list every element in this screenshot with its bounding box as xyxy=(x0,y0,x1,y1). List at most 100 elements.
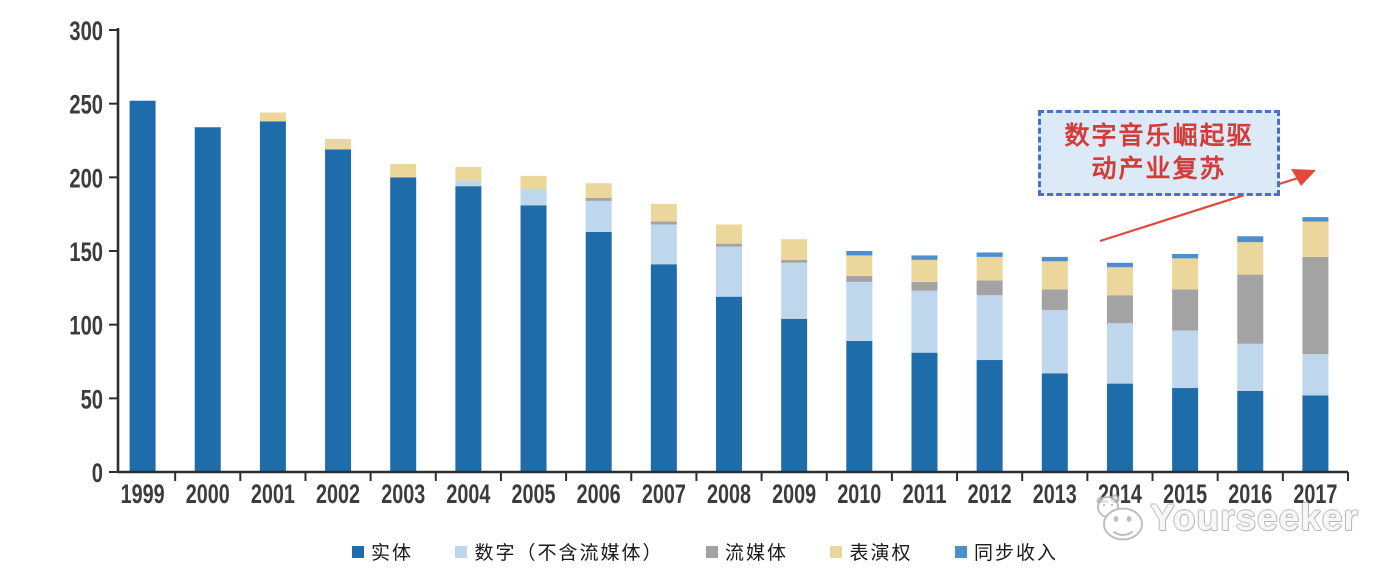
annotation-text-line1: 数字音乐崛起驱 xyxy=(1064,122,1254,150)
bar-segment-2009 xyxy=(781,239,808,260)
bar-segment-2016 xyxy=(1237,343,1264,391)
legend-label-physical: 实体 xyxy=(371,543,414,564)
x-axis-label: 1999 xyxy=(121,479,165,509)
bar-segment-2017 xyxy=(1302,256,1329,355)
bar-segment-2011 xyxy=(911,290,938,353)
bar-segment-2003 xyxy=(390,164,417,178)
chart-legend: 实体 数字（不含流媒体） 流媒体 表演权 同步收入 xyxy=(352,538,1058,565)
y-axis-label: 300 xyxy=(69,16,103,46)
bar-segment-2006 xyxy=(585,197,612,201)
bar-segment-2011 xyxy=(911,281,938,291)
bar-segment-2011 xyxy=(911,255,938,260)
bar-segment-2000 xyxy=(194,127,221,473)
bar-segment-2013 xyxy=(1041,373,1068,472)
bar-segment-2009 xyxy=(781,318,808,472)
bar-segment-2012 xyxy=(976,256,1003,281)
bar-segment-2012 xyxy=(976,280,1003,296)
legend-label-digital: 数字（不含流媒体） xyxy=(474,543,664,564)
bar-segment-2016 xyxy=(1237,242,1264,275)
y-axis-label: 250 xyxy=(69,90,103,120)
bar-segment-2004 xyxy=(455,180,482,187)
x-axis-label: 2000 xyxy=(186,479,230,509)
bar-segment-2009 xyxy=(781,262,808,319)
legend-swatch-digital xyxy=(455,545,468,558)
bar-segment-2015 xyxy=(1172,253,1199,259)
bar-segment-2010 xyxy=(846,251,873,256)
watermark-text: Yourseeker xyxy=(1150,497,1359,538)
legend-item-streaming: 流媒体 xyxy=(705,538,788,565)
x-axis-label: 2013 xyxy=(1033,479,1077,509)
bar-segment-2007 xyxy=(650,264,677,472)
x-axis-label: 2005 xyxy=(512,479,556,509)
legend-label-sync: 同步收入 xyxy=(973,543,1058,564)
legend-item-digital: 数字（不含流媒体） xyxy=(455,538,663,565)
bar-segment-2008 xyxy=(716,246,742,297)
bar-segment-2015 xyxy=(1172,330,1199,389)
legend-label-performance: 表演权 xyxy=(849,543,913,564)
x-axis-label: 2010 xyxy=(837,479,881,509)
legend-item-physical: 实体 xyxy=(352,538,413,565)
bar-segment-2001 xyxy=(259,112,286,122)
legend-swatch-streaming xyxy=(705,545,718,558)
bar-segment-2008 xyxy=(716,296,742,472)
bar-segment-2008 xyxy=(716,224,742,244)
x-axis-label: 2001 xyxy=(251,479,295,509)
legend-label-streaming: 流媒体 xyxy=(724,543,788,564)
x-axis-label: 2015 xyxy=(1163,479,1207,509)
bar-segment-2008 xyxy=(716,243,742,247)
bar-segment-2015 xyxy=(1172,289,1199,331)
bar-segment-2014 xyxy=(1106,262,1133,268)
x-axis-label: 2007 xyxy=(642,479,686,509)
bar-segment-2015 xyxy=(1172,388,1199,472)
x-axis-label: 2002 xyxy=(316,479,360,509)
annotation-text-line2: 动产业复苏 xyxy=(1091,155,1227,183)
bar-segment-2014 xyxy=(1106,267,1133,296)
bar-segment-2017 xyxy=(1302,217,1329,222)
bar-segment-2006 xyxy=(585,200,612,232)
legend-swatch-physical xyxy=(352,545,364,558)
bar-segment-2016 xyxy=(1237,236,1264,243)
legend-item-sync: 同步收入 xyxy=(954,538,1058,565)
bar-segment-2005 xyxy=(520,189,547,206)
bar-segment-2006 xyxy=(585,183,612,198)
bar-segment-2004 xyxy=(455,186,482,472)
annotation-arrow-head xyxy=(1291,169,1316,186)
bar-segment-2010 xyxy=(846,276,873,282)
bar-segment-2013 xyxy=(1041,256,1068,262)
bar-segment-2017 xyxy=(1302,395,1329,472)
bar-segment-1999 xyxy=(129,100,156,472)
bar-segment-2013 xyxy=(1041,309,1068,374)
legend-item-performance: 表演权 xyxy=(830,538,912,565)
bar-segment-2002 xyxy=(325,149,352,472)
watermark: Yourseeker xyxy=(1090,492,1359,544)
y-axis-label: 100 xyxy=(69,311,103,341)
x-axis-label: 2011 xyxy=(902,479,946,509)
bar-segment-2003 xyxy=(390,177,417,473)
x-axis-label: 2003 xyxy=(381,479,425,509)
x-axis-label: 2016 xyxy=(1228,479,1272,509)
bar-segment-2014 xyxy=(1106,383,1133,472)
bar-segment-2005 xyxy=(520,175,547,190)
hippo-logo-icon xyxy=(1096,494,1143,541)
bar-segment-2017 xyxy=(1302,221,1329,257)
bar-segment-2007 xyxy=(650,221,677,225)
y-axis-label: 50 xyxy=(81,384,103,414)
bar-segment-2014 xyxy=(1106,295,1133,324)
x-axis-label: 2017 xyxy=(1293,479,1337,509)
x-axis-label: 2006 xyxy=(577,479,621,509)
bar-segment-2013 xyxy=(1041,261,1068,290)
annotation-callout: 数字音乐崛起驱 动产业复苏 xyxy=(1038,110,1280,196)
y-axis-label: 0 xyxy=(92,458,103,488)
bar-segment-2012 xyxy=(976,252,1003,257)
bar-segment-2012 xyxy=(976,360,1003,472)
x-axis-label: 2009 xyxy=(772,479,816,509)
bar-segment-2016 xyxy=(1237,390,1264,472)
legend-swatch-sync xyxy=(954,545,967,558)
bar-segment-2005 xyxy=(520,205,547,472)
bar-segment-2013 xyxy=(1041,289,1068,310)
bar-segment-2016 xyxy=(1237,274,1264,344)
bar-segment-2012 xyxy=(976,295,1003,361)
x-axis-label: 2008 xyxy=(707,479,751,509)
